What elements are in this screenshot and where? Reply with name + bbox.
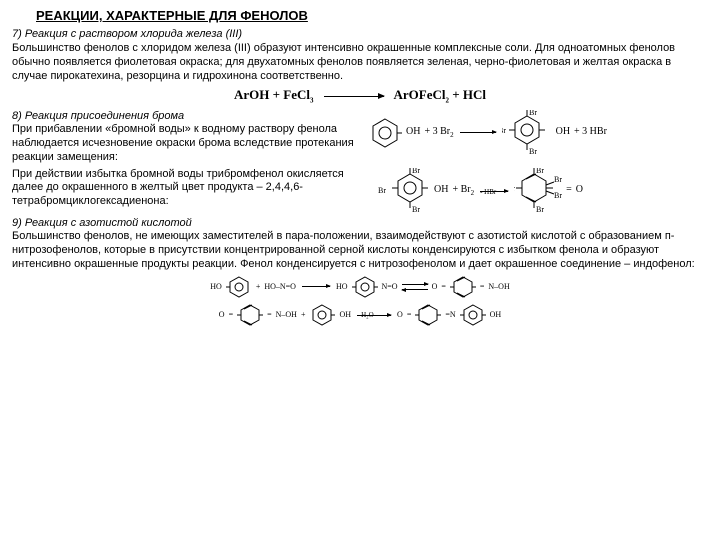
o-label: O bbox=[576, 184, 583, 197]
s8-reaction1: OH + 3 Br2 Br Br Br OH + 3 HBr bbox=[368, 110, 708, 156]
s8-head: 8) Реакция присоединения брома bbox=[12, 110, 184, 122]
o-label-2: O bbox=[432, 282, 438, 292]
quinone-ring bbox=[450, 274, 476, 300]
s8-p2: При действии избытка бромной воды трибро… bbox=[12, 168, 344, 208]
tribromophenol-ring-2: Br Br bbox=[390, 168, 430, 214]
eq-right: ArOFeCl bbox=[394, 87, 446, 102]
indophenol-ring-a bbox=[415, 302, 441, 328]
svg-text:Br: Br bbox=[502, 126, 506, 135]
tribromophenol-ring: Br Br Br bbox=[502, 110, 552, 156]
noh-label: N–OH bbox=[488, 282, 509, 292]
eq-tail: + HCl bbox=[449, 87, 486, 102]
phenol-ring-3 bbox=[309, 302, 335, 328]
oh-label-5: OH bbox=[490, 310, 502, 320]
indophenol-ring-b bbox=[460, 302, 486, 328]
plus-3br2: + 3 Br bbox=[424, 126, 450, 137]
section-8-row1: 8) Реакция присоединения брома При приба… bbox=[12, 110, 708, 165]
ho-label: HO bbox=[210, 282, 222, 292]
noh-label-2: N–OH bbox=[276, 310, 297, 320]
svg-text:Br: Br bbox=[514, 184, 515, 193]
phenol-ring bbox=[368, 116, 402, 150]
quinone-ring-2 bbox=[237, 302, 263, 328]
s9-chain2: O = = N–OH + OH - H₂O O = =N OH bbox=[12, 302, 708, 328]
s8-reaction2: Br Br Br OH + Br2 - HBr Br Br Br Br Br =… bbox=[378, 168, 708, 214]
svg-text:Br: Br bbox=[554, 191, 562, 200]
svg-text:Br: Br bbox=[412, 205, 420, 214]
section-9: 9) Реакция с азотистой кислотой Большинс… bbox=[12, 217, 708, 272]
phenol-ring-2 bbox=[226, 274, 252, 300]
arrow-icon bbox=[302, 286, 330, 287]
eq-left: ArOH + FeCl bbox=[234, 87, 310, 102]
tail-3hbr: + 3 HBr bbox=[574, 126, 607, 139]
section-7: 7) Реакция с раствором хлорида железа (I… bbox=[12, 28, 708, 83]
minus-hbr: - HBr bbox=[480, 188, 496, 197]
hono-label: HO–N=O bbox=[264, 282, 296, 292]
arrow-icon bbox=[460, 132, 496, 133]
oh-label-4: OH bbox=[339, 310, 351, 320]
s9-body: Большинство фенолов, не имеющих заместит… bbox=[12, 230, 695, 270]
s7-head: 7) Реакция с раствором хлорида железа (I… bbox=[12, 28, 242, 40]
s7-body: Большинство фенолов с хлоридом железа (I… bbox=[12, 42, 675, 82]
o-label-4: O bbox=[397, 310, 403, 320]
svg-text:Br: Br bbox=[529, 147, 537, 156]
oh-label-3: OH bbox=[434, 184, 448, 197]
equilibrium-icon bbox=[402, 284, 428, 290]
oh-label-2: OH bbox=[556, 126, 570, 139]
s7-equation: ArOH + FeCl3 ArOFeCl2 + HCl bbox=[12, 87, 708, 105]
arrow-icon bbox=[324, 96, 384, 97]
o-label-3: O bbox=[219, 310, 225, 320]
tetrabromo-ring: Br Br Br Br Br bbox=[514, 168, 562, 214]
svg-text:Br: Br bbox=[412, 168, 420, 175]
br2-sub-2: 2 bbox=[471, 189, 475, 197]
minus-h2o: - H₂O bbox=[357, 311, 374, 320]
eq-left-sub: 3 bbox=[310, 97, 314, 105]
svg-text:Br: Br bbox=[536, 168, 544, 175]
oh-label: OH bbox=[406, 126, 420, 139]
s9-head: 9) Реакция с азотистой кислотой bbox=[12, 217, 192, 229]
s8-p1: При прибавлении «бромной воды» к водному… bbox=[12, 123, 354, 163]
section-8-row2: При действии избытка бромной воды трибро… bbox=[12, 168, 708, 214]
plus-br2: + Br bbox=[452, 184, 470, 195]
no-label: N=O bbox=[382, 282, 398, 292]
page-title: РЕАКЦИИ, ХАРАКТЕРНЫЕ ДЛЯ ФЕНОЛОВ bbox=[12, 8, 708, 24]
svg-text:Br: Br bbox=[529, 110, 537, 117]
br-left: Br bbox=[378, 186, 386, 196]
svg-text:Br: Br bbox=[554, 175, 562, 184]
br2-sub: 2 bbox=[450, 131, 454, 139]
nitrosophenol-ring bbox=[352, 274, 378, 300]
ho-label-2: HO bbox=[336, 282, 348, 292]
s9-chain1: HO + HO–N=O HO N=O O = = N–OH bbox=[12, 274, 708, 300]
svg-text:Br: Br bbox=[536, 205, 544, 214]
